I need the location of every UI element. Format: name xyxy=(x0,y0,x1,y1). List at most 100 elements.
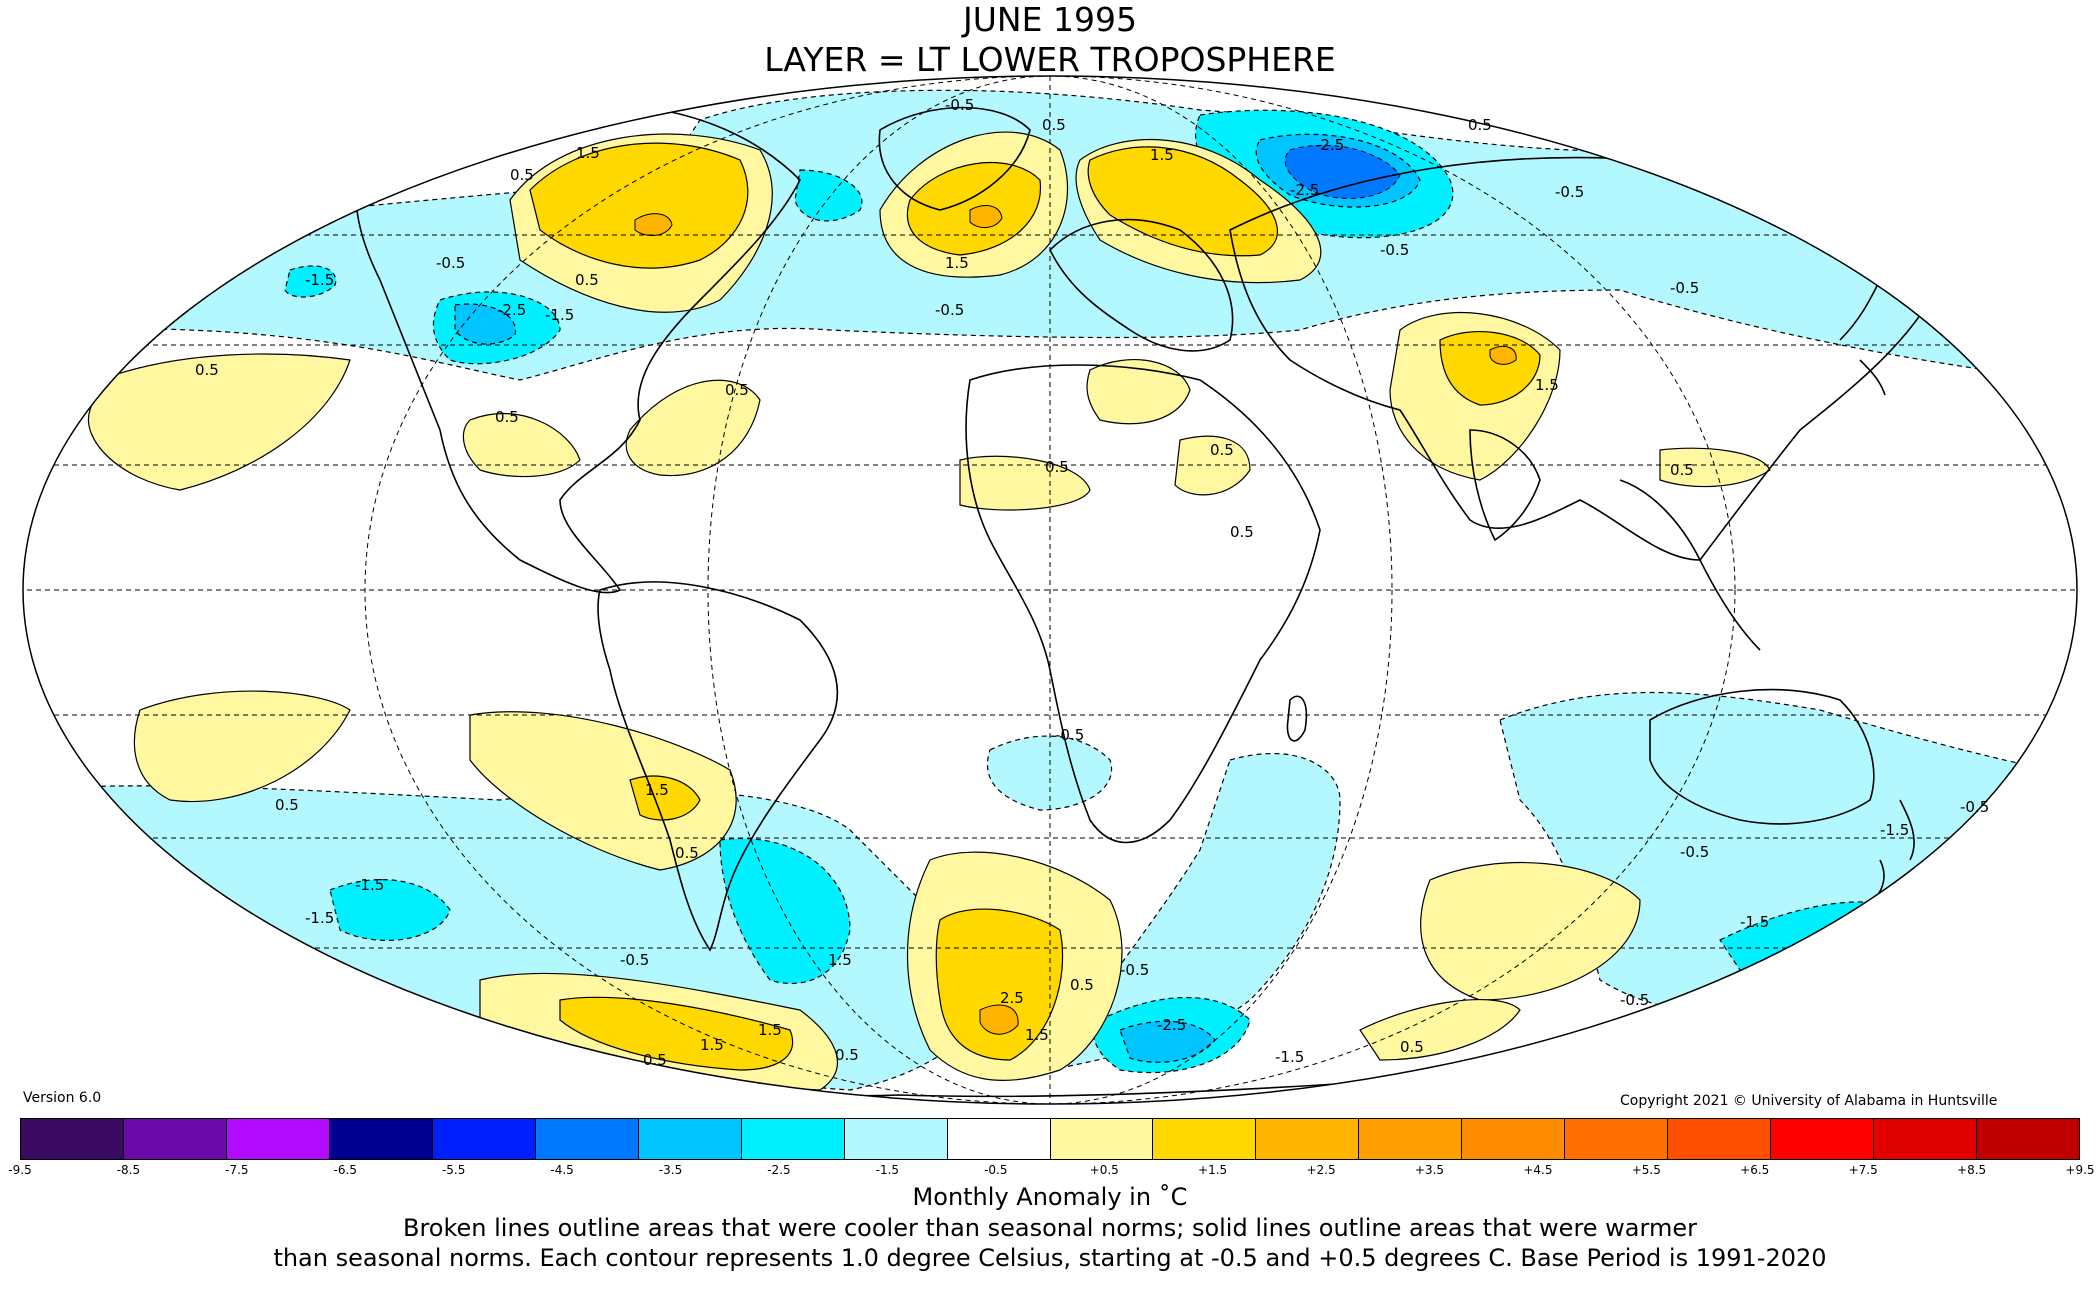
contour-label: -2.5 xyxy=(497,301,526,319)
colorbar-segment xyxy=(1564,1119,1668,1159)
colorbar-ticks: -9.5 -8.5 -7.5 -6.5 -5.5 -4.5 -3.5 -2.5 -1.5 -0.5… xyxy=(8,1163,2094,1183)
colorbar-segment xyxy=(1873,1119,1977,1159)
contour-label: -0.5 xyxy=(935,301,964,319)
contour-label: 1.5 xyxy=(1535,376,1559,394)
contour-label: 0.5 xyxy=(643,1051,667,1069)
colorbar-segment xyxy=(946,1119,1050,1159)
colorbar-tick-label: +9.5 xyxy=(2065,1163,2095,1177)
contour-label: 0.5 xyxy=(195,361,219,379)
contour-label: 0.5 xyxy=(835,1046,859,1064)
contour-label: -0.5 xyxy=(1555,183,1584,201)
globe-border xyxy=(22,75,2078,1105)
contour-label: -2.5 xyxy=(1157,1016,1186,1034)
colorbar-label: Monthly Anomaly in ˚C xyxy=(912,1183,1188,1211)
contour-label: 0.5 xyxy=(725,381,749,399)
contour-label: 0.5 xyxy=(1210,441,1234,459)
contour-label: 0.5 xyxy=(1042,116,1066,134)
contour-label: 0.5 xyxy=(1045,458,1069,476)
colorbar-tick-label: -8.5 xyxy=(116,1163,141,1177)
colorbar-segment xyxy=(21,1119,123,1159)
colorbar-tick-label: -4.5 xyxy=(550,1163,574,1177)
legend-note-line2: than seasonal norms. Each contour repres… xyxy=(273,1244,1827,1272)
colorbar-segment xyxy=(122,1119,226,1159)
colorbar-tick-label: +7.5 xyxy=(1848,1163,1878,1177)
colorbar-tick-label: -2.5 xyxy=(767,1163,791,1177)
colorbar-segment xyxy=(1255,1119,1359,1159)
anomaly-map: -0.5 0.5 1.5 0.5 0.5 -0.5 -2.5 -1.5 -1.5… xyxy=(22,75,2078,1105)
contour-label: 0.5 xyxy=(1468,116,1492,134)
contour-label: 2.5 xyxy=(1000,989,1024,1007)
contour-label: 0.5 xyxy=(1400,1038,1424,1056)
contour-label: -1.5 xyxy=(305,909,334,927)
colorbar-tick-label: +2.5 xyxy=(1306,1163,1336,1177)
south-america-outline xyxy=(597,581,839,952)
africa-outline xyxy=(965,364,1321,844)
contour-label: 0.5 xyxy=(1670,461,1694,479)
colorbar-segment xyxy=(1049,1119,1153,1159)
contour-label: -0.5 xyxy=(1670,279,1699,297)
colorbar-tick-label: -3.5 xyxy=(658,1163,683,1177)
contour-label: -1.5 xyxy=(355,876,384,894)
europe-outline xyxy=(1049,218,1234,352)
colorbar-segment xyxy=(1358,1119,1462,1159)
colorbar-tick-label: +0.5 xyxy=(1089,1163,1119,1177)
colorbar-tick-label: -9.5 xyxy=(8,1163,32,1177)
colorbar-tick-label: +1.5 xyxy=(1198,1163,1228,1177)
colorbar-tick-label: -1.5 xyxy=(875,1163,900,1177)
contour-label: 0.5 xyxy=(1070,976,1094,994)
madagascar-outline xyxy=(1286,695,1308,742)
north-america-outline xyxy=(355,104,801,594)
colorbar-segment xyxy=(637,1119,741,1159)
colorbar-segment xyxy=(534,1119,638,1159)
colorbar-tick-label: -7.5 xyxy=(225,1163,249,1177)
colorbar-tick-label: +3.5 xyxy=(1414,1163,1445,1177)
contour-label: -1.5 xyxy=(1740,913,1769,931)
contour-label: -0.5 xyxy=(1380,241,1409,259)
australia-outline xyxy=(1649,688,1875,825)
contour-label: 0.5 xyxy=(510,166,534,184)
contour-label: 1.5 xyxy=(1150,146,1174,164)
contour-label: 1.5 xyxy=(828,951,852,969)
colorbar-segment xyxy=(740,1119,844,1159)
colorbar-tick-label: +4.5 xyxy=(1523,1163,1553,1177)
contour-label: -0.5 xyxy=(1680,843,1709,861)
colorbar-tick-label: -0.5 xyxy=(984,1163,1008,1177)
contour-label: 0.5 xyxy=(1230,523,1254,541)
contour-label: -0.5 xyxy=(1120,961,1149,979)
greenland-outline xyxy=(878,106,1031,211)
southeast-asia-outline xyxy=(1619,479,1761,651)
contour-label: 1.5 xyxy=(758,1021,782,1039)
colorbar-segment xyxy=(225,1119,329,1159)
contour-label: 1.5 xyxy=(1025,1026,1049,1044)
contour-label: -1.5 xyxy=(1275,1048,1304,1066)
colorbar-tick-label: +5.5 xyxy=(1631,1163,1661,1177)
colorbar-segment xyxy=(1152,1119,1256,1159)
contour-label: 0.5 xyxy=(675,844,699,862)
contour-label: 1.5 xyxy=(700,1036,724,1054)
contour-label: -1.5 xyxy=(1880,821,1909,839)
contour-label: -0.5 xyxy=(1055,726,1084,744)
contour-label: -0.5 xyxy=(620,951,649,969)
colorbar-tick-label: +8.5 xyxy=(1957,1163,1987,1177)
map-subtitle: LAYER = LT LOWER TROPOSPHERE xyxy=(764,40,1336,79)
contour-label: -0.5 xyxy=(1960,798,1989,816)
contour-label: 0.5 xyxy=(275,796,299,814)
strong-warm-cores xyxy=(634,205,1517,1035)
colorbar-segment xyxy=(1976,1119,2080,1159)
colorbar-segment xyxy=(328,1119,432,1159)
map-title: JUNE 1995 xyxy=(963,0,1137,39)
contour-labels: -0.5 0.5 1.5 0.5 0.5 -0.5 -2.5 -1.5 -1.5… xyxy=(195,96,1989,1069)
contour-label: 1.5 xyxy=(645,781,669,799)
contour-label: -2.5 xyxy=(1290,181,1319,199)
contour-label: -0.5 xyxy=(436,254,465,272)
contour-label: -1.5 xyxy=(545,306,574,324)
colorbar-segment xyxy=(1667,1119,1771,1159)
warm-anomaly-cores xyxy=(529,142,1541,1071)
deepest-cool-core xyxy=(1284,144,1401,199)
colorbar-segment xyxy=(1770,1119,1874,1159)
copyright-label: Copyright 2021 © University of Alabama i… xyxy=(1620,1093,1998,1109)
contour-label: -2.5 xyxy=(1315,136,1344,154)
graticule xyxy=(23,76,2077,1104)
contour-label: 0.5 xyxy=(575,271,599,289)
colorbar-segment xyxy=(843,1119,947,1159)
